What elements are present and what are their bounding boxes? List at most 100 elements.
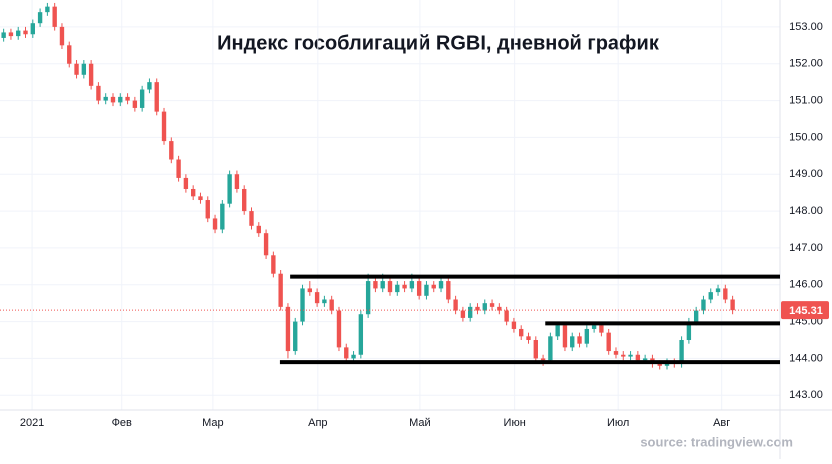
x-tick-label: Июн bbox=[504, 417, 526, 429]
candle-body bbox=[118, 96, 123, 103]
y-tick-label: 150.00 bbox=[789, 131, 823, 143]
candle-body bbox=[446, 281, 451, 300]
candle-body bbox=[322, 299, 327, 304]
candle-body bbox=[285, 306, 291, 352]
candle-body bbox=[110, 96, 116, 103]
candle-body bbox=[519, 328, 524, 337]
candle-body bbox=[708, 292, 713, 300]
candle-body bbox=[205, 200, 210, 219]
candle-body bbox=[314, 292, 320, 304]
y-tick-label: 149.00 bbox=[789, 168, 823, 180]
x-tick-label: Май bbox=[409, 417, 431, 429]
candle-body bbox=[293, 321, 298, 352]
candle-body bbox=[139, 89, 145, 108]
candle-body bbox=[438, 281, 444, 289]
candle-body bbox=[533, 340, 538, 359]
candle-body bbox=[409, 281, 415, 289]
candle-body bbox=[344, 347, 349, 359]
candle-body bbox=[657, 363, 662, 366]
candle-body bbox=[249, 211, 254, 226]
x-tick-label: Мар bbox=[202, 417, 224, 429]
candle-body bbox=[67, 45, 72, 64]
candle-body bbox=[424, 284, 429, 296]
candle-body bbox=[730, 299, 735, 311]
candle-body bbox=[37, 12, 43, 24]
candle-body bbox=[555, 325, 560, 337]
candle-body bbox=[562, 325, 568, 348]
candle-body bbox=[23, 30, 28, 35]
candle-body bbox=[263, 233, 269, 256]
candle-body bbox=[74, 63, 79, 75]
candle-body bbox=[154, 82, 159, 112]
candle-body bbox=[198, 196, 203, 201]
candle-body bbox=[686, 321, 692, 341]
candle-body bbox=[431, 284, 436, 289]
candle-body bbox=[416, 281, 422, 296]
candle-body bbox=[132, 100, 138, 108]
candle-body bbox=[635, 354, 641, 361]
candle-body bbox=[504, 310, 509, 322]
last-price-label: 145.31 bbox=[789, 305, 823, 317]
candle-body bbox=[8, 32, 14, 37]
candle-body bbox=[621, 354, 626, 357]
source: source: tradingview.com bbox=[640, 434, 793, 449]
candle-body bbox=[271, 255, 276, 274]
candle-body bbox=[30, 23, 35, 35]
candle-body bbox=[387, 281, 393, 293]
candle-body bbox=[475, 306, 480, 311]
candle-body bbox=[212, 218, 218, 230]
candle-body bbox=[16, 30, 21, 37]
candle-body bbox=[453, 299, 458, 311]
candle-body bbox=[489, 303, 495, 307]
candle-body bbox=[365, 281, 371, 315]
candle-body bbox=[190, 188, 196, 197]
candle-body bbox=[715, 288, 721, 293]
x-tick-label: Апр bbox=[308, 417, 327, 429]
candle-body bbox=[679, 340, 684, 364]
candle-body bbox=[307, 288, 312, 293]
candle-body bbox=[176, 159, 181, 178]
last-price-box bbox=[781, 301, 829, 320]
candle-body bbox=[468, 306, 473, 318]
candle-body bbox=[540, 358, 546, 361]
candle-body bbox=[701, 299, 706, 311]
candle-body bbox=[336, 310, 342, 348]
candle-body bbox=[220, 203, 225, 230]
candle-body bbox=[96, 85, 101, 101]
candle-body bbox=[256, 225, 261, 234]
candle-body bbox=[234, 174, 240, 189]
candle-body bbox=[613, 351, 619, 355]
candle-body bbox=[402, 284, 407, 289]
candle-body bbox=[628, 354, 633, 357]
candle-body bbox=[511, 321, 517, 329]
candle-body bbox=[227, 174, 232, 204]
candle-body bbox=[45, 6, 50, 13]
x-tick-label: Авг bbox=[713, 417, 730, 429]
candle-body bbox=[278, 273, 283, 307]
candle-body bbox=[88, 63, 94, 86]
candle-body bbox=[577, 336, 582, 344]
candle-body bbox=[584, 328, 590, 344]
candle-body bbox=[147, 82, 152, 90]
candle-body bbox=[599, 325, 604, 333]
candle-body bbox=[591, 325, 597, 329]
candle-body bbox=[642, 358, 648, 361]
candle-body bbox=[358, 314, 364, 355]
candle-body bbox=[59, 26, 65, 46]
x-tick-label: 2021 bbox=[20, 417, 44, 429]
candle-body bbox=[242, 188, 247, 212]
candle-body bbox=[125, 96, 130, 101]
candle-body bbox=[606, 332, 611, 352]
candle-body bbox=[497, 306, 502, 311]
y-tick-label: 151.00 bbox=[789, 94, 823, 106]
candle-body bbox=[81, 63, 87, 75]
candle-body bbox=[373, 281, 378, 289]
candle-body bbox=[570, 336, 575, 348]
chart-title: Индекс гособлигаций RGBI, дневной график bbox=[217, 32, 660, 54]
x-tick-label: Фев bbox=[112, 417, 132, 429]
candle-body bbox=[526, 336, 531, 341]
y-tick-label: 143.00 bbox=[789, 389, 823, 401]
y-tick-label: 152.00 bbox=[789, 58, 823, 70]
y-tick-label: 146.00 bbox=[789, 279, 823, 291]
